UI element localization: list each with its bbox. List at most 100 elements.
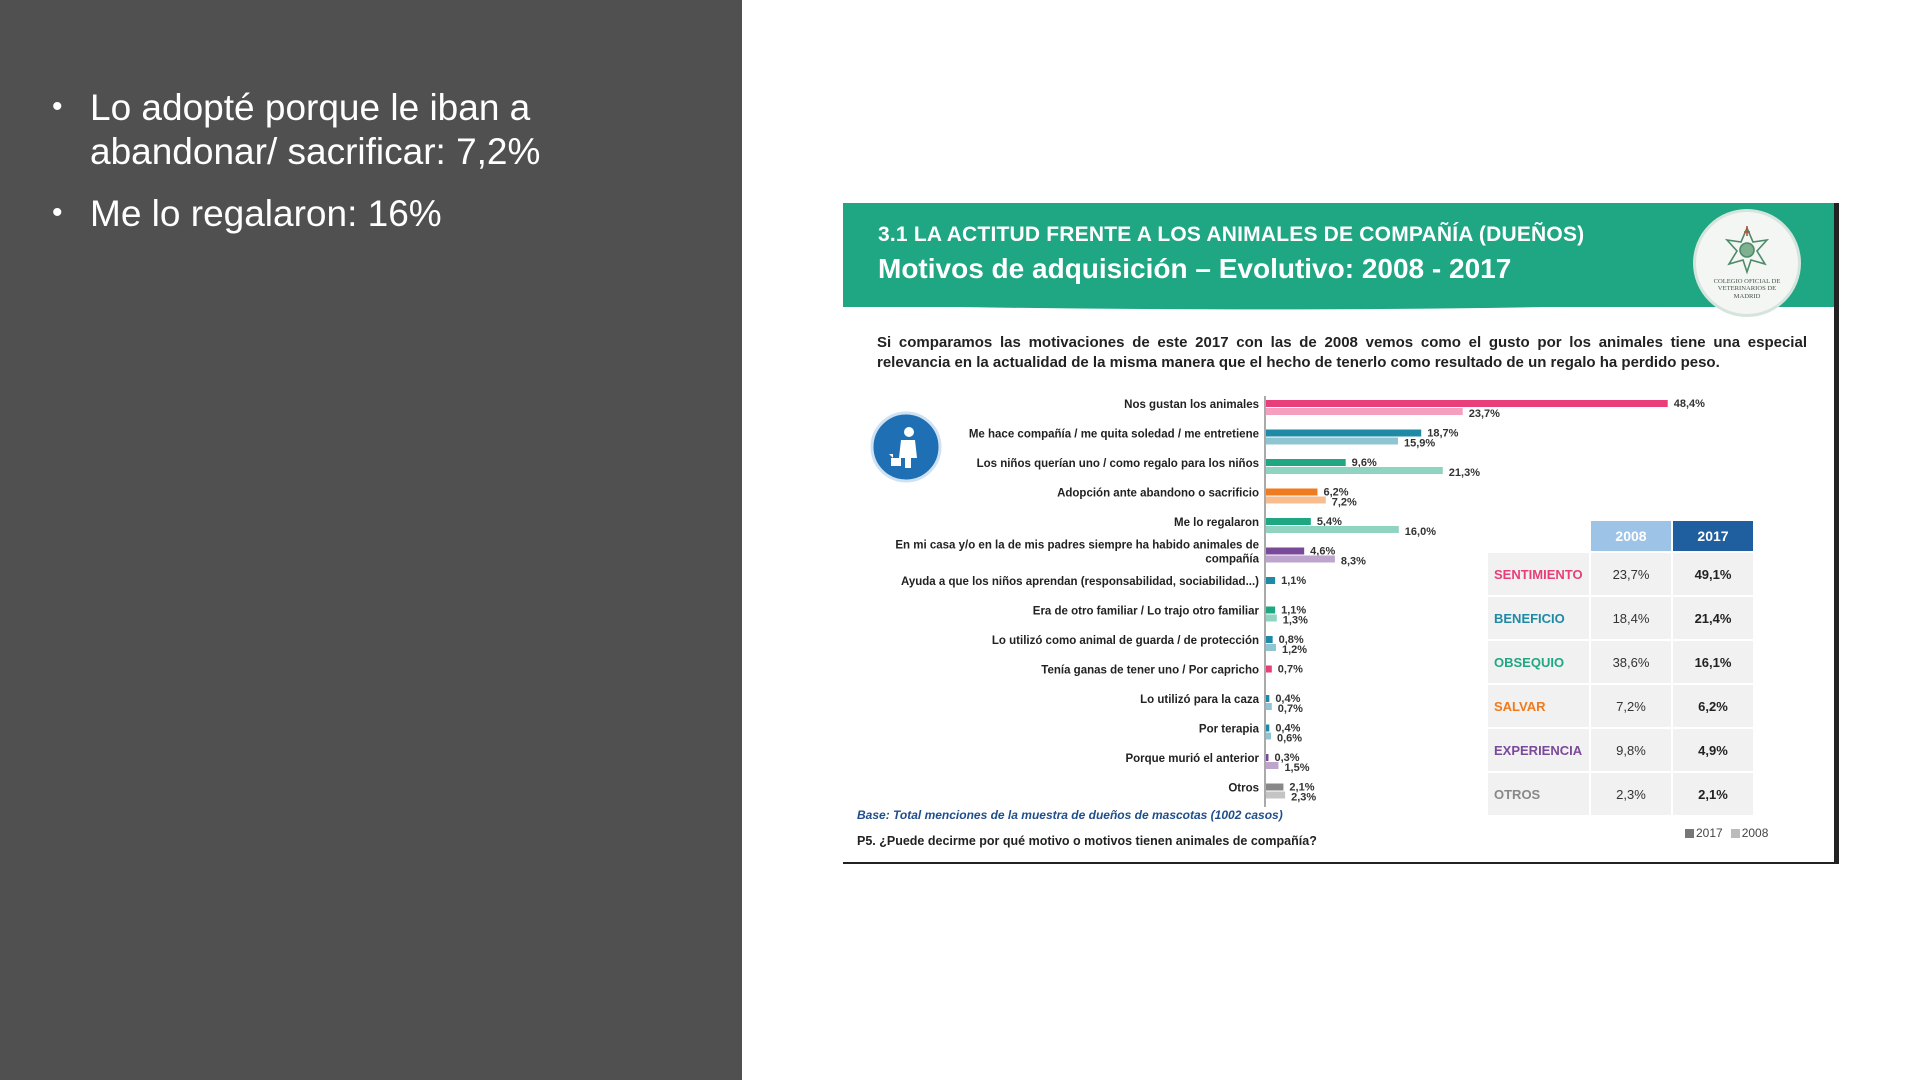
bar-2017 bbox=[1266, 665, 1272, 673]
bar-2008 bbox=[1266, 408, 1463, 415]
survey-question: P5. ¿Puede decirme por qué motivo o moti… bbox=[857, 834, 1317, 848]
logo-emblem-icon bbox=[1724, 225, 1770, 275]
summary-row: BENEFICIO 18,4% 21,4% bbox=[1488, 597, 1753, 639]
chart-legend: 2017 2008 bbox=[1685, 826, 1768, 840]
pet-owner-badge-icon bbox=[870, 411, 942, 483]
data-label-2017: 9,6% bbox=[1352, 457, 1377, 469]
bullet-list: Lo adopté porque le iban a abandonar/ sa… bbox=[52, 85, 692, 254]
table-header-2008: 2008 bbox=[1591, 521, 1671, 551]
summary-value-2008: 2,3% bbox=[1591, 773, 1671, 815]
data-label-2017: 1,1% bbox=[1281, 605, 1306, 617]
data-label-2008: 1,3% bbox=[1283, 615, 1308, 627]
data-label-2017: 0,3% bbox=[1274, 752, 1299, 764]
data-label-2017: 4,6% bbox=[1310, 546, 1335, 558]
category-label: Adopción ante abandono o sacrificio bbox=[1057, 488, 1259, 500]
bar-chart: Nos gustan los animales Me hace compañía … bbox=[870, 396, 1705, 807]
bar-2008 bbox=[1266, 496, 1326, 504]
summary-value-2017: 2,1% bbox=[1673, 773, 1753, 815]
bar-2008 bbox=[1266, 555, 1335, 563]
data-label-2008: 16,0% bbox=[1405, 526, 1436, 538]
left-panel: Lo adopté porque le iban a abandonar/ sa… bbox=[0, 0, 742, 1080]
bar-2017 bbox=[1266, 636, 1273, 643]
summary-value-2008: 23,7% bbox=[1591, 553, 1671, 595]
summary-value-2017: 16,1% bbox=[1673, 641, 1753, 683]
data-label-2017: 48,4% bbox=[1674, 398, 1705, 410]
summary-value-2008: 38,6% bbox=[1591, 641, 1671, 683]
summary-category: OBSEQUIO bbox=[1488, 641, 1589, 683]
table-corner bbox=[1488, 521, 1589, 551]
data-label-2008: 0,7% bbox=[1278, 703, 1303, 715]
bar-2017 bbox=[1266, 577, 1276, 584]
data-label-2008: 7,2% bbox=[1332, 497, 1357, 509]
data-label-2008: 0,6% bbox=[1277, 733, 1302, 745]
category-label: Lo utilizó como animal de guarda / de pr… bbox=[992, 635, 1259, 647]
summary-category: SENTIMIENTO bbox=[1488, 553, 1589, 595]
data-label-2008: 8,3% bbox=[1341, 556, 1366, 568]
intro-paragraph: Si comparamos las motivaciones de este 2… bbox=[877, 334, 1807, 371]
slide-title: Motivos de adquisición – Evolutivo: 2008… bbox=[878, 253, 1512, 284]
bar-2008 bbox=[1266, 703, 1272, 710]
data-label-2017: 1,1% bbox=[1281, 575, 1306, 587]
bar-2008 bbox=[1266, 437, 1398, 445]
data-label-2017: 5,4% bbox=[1317, 516, 1342, 528]
bar-2008 bbox=[1266, 467, 1443, 474]
summary-value-2008: 7,2% bbox=[1591, 685, 1671, 727]
summary-row: SENTIMIENTO 23,7% 49,1% bbox=[1488, 553, 1753, 595]
slide-header: 3.1 LA ACTITUD FRENTE A LOS ANIMALES DE … bbox=[843, 203, 1834, 307]
legend-swatch-2017 bbox=[1685, 829, 1694, 838]
legend-label-2017: 2017 bbox=[1696, 826, 1723, 840]
data-label-2008: 21,3% bbox=[1449, 467, 1480, 479]
category-label: Porque murió el anterior bbox=[1125, 753, 1259, 765]
category-label: Los niños querían uno / como regalo para… bbox=[977, 458, 1259, 470]
bar-2008 bbox=[1266, 791, 1286, 799]
bar-2017 bbox=[1266, 429, 1422, 437]
bar-2008 bbox=[1266, 732, 1271, 740]
category-label: Me hace compañía / me quita soledad / me… bbox=[969, 429, 1259, 441]
category-label: Ayuda a que los niños aprendan (responsa… bbox=[901, 576, 1259, 588]
category-label: Nos gustan los animales bbox=[1124, 399, 1259, 411]
data-label-2008: 1,5% bbox=[1284, 762, 1309, 774]
header-wave bbox=[843, 291, 1834, 310]
bar-2017 bbox=[1266, 488, 1318, 496]
summary-category: SALVAR bbox=[1488, 685, 1589, 727]
data-label-2017: 2,1% bbox=[1289, 782, 1314, 794]
legend-label-2008: 2008 bbox=[1741, 826, 1769, 840]
slide-kicker: 3.1 LA ACTITUD FRENTE A LOS ANIMALES DE … bbox=[878, 223, 1585, 246]
vet-college-logo: COLEGIO OFICIAL DE VETERINARIOS DE MADRI… bbox=[1693, 209, 1801, 317]
summary-category: EXPERIENCIA bbox=[1488, 729, 1589, 771]
bar-2017 bbox=[1266, 754, 1269, 761]
bar-2008 bbox=[1266, 526, 1399, 533]
data-label-2017: 0,4% bbox=[1275, 723, 1300, 735]
bar-2017 bbox=[1266, 400, 1668, 407]
summary-row: OTROS 2,3% 2,1% bbox=[1488, 773, 1753, 815]
bar-2008 bbox=[1266, 762, 1279, 769]
data-label-2017: 18,7% bbox=[1427, 428, 1458, 440]
slide-border-right bbox=[1834, 203, 1839, 864]
bar-2017 bbox=[1266, 724, 1270, 732]
category-label: En mi casa y/o en la de mis padres siemp… bbox=[895, 540, 1259, 566]
data-label-2008: 23,7% bbox=[1469, 408, 1500, 420]
data-label-2008: 15,9% bbox=[1404, 438, 1435, 450]
summary-value-2017: 4,9% bbox=[1673, 729, 1753, 771]
embedded-slide: 3.1 LA ACTITUD FRENTE A LOS ANIMALES DE … bbox=[843, 203, 1839, 864]
table-header-2017: 2017 bbox=[1673, 521, 1753, 551]
slide-border-bottom bbox=[843, 862, 1839, 864]
summary-category: BENEFICIO bbox=[1488, 597, 1589, 639]
summary-row: OBSEQUIO 38,6% 16,1% bbox=[1488, 641, 1753, 683]
base-note: Base: Total menciones de la muestra de d… bbox=[857, 808, 1283, 822]
bar-2017 bbox=[1266, 695, 1270, 702]
bullet-item: Me lo regalaron: 16% bbox=[52, 191, 692, 236]
data-label-2017: 0,4% bbox=[1275, 693, 1300, 705]
bar-2017 bbox=[1266, 518, 1311, 525]
category-label: Tenía ganas de tener uno / Por capricho bbox=[1041, 665, 1259, 677]
logo-text: COLEGIO OFICIAL DE VETERINARIOS DE MADRI… bbox=[1713, 278, 1781, 300]
legend-swatch-2008 bbox=[1730, 829, 1740, 838]
category-label: Por terapia bbox=[1199, 724, 1260, 736]
summary-row: SALVAR 7,2% 6,2% bbox=[1488, 685, 1753, 727]
summary-category: OTROS bbox=[1488, 773, 1589, 815]
category-label: Otros bbox=[1228, 783, 1259, 795]
bar-2008 bbox=[1266, 644, 1276, 651]
data-label-2017: 0,8% bbox=[1279, 634, 1304, 646]
data-label-2017: 6,2% bbox=[1323, 487, 1348, 499]
summary-value-2017: 6,2% bbox=[1673, 685, 1753, 727]
